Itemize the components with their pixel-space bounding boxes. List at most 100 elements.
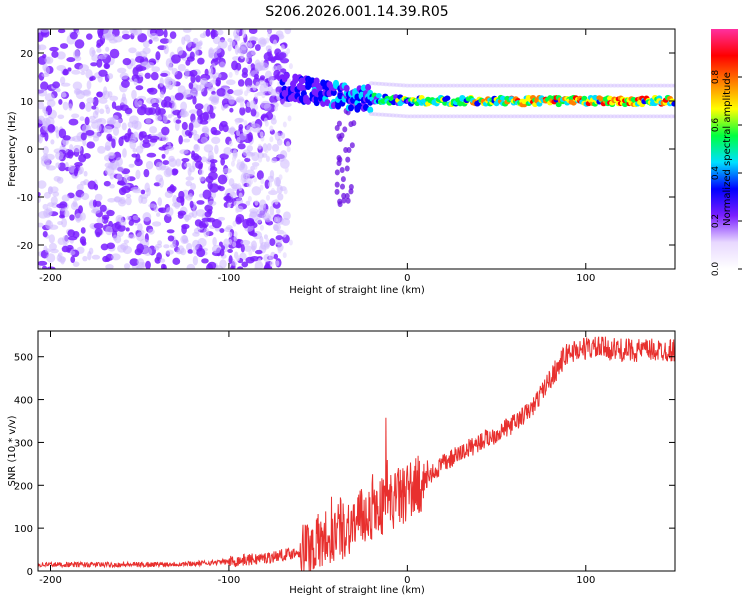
spectrogram-cell [119, 72, 129, 80]
snr-y-label: SNR (10 * v/v) [7, 415, 18, 486]
spectrogram-cell [196, 41, 203, 47]
spectrogram-cell [286, 141, 291, 148]
spectrogram-cell [99, 108, 105, 115]
spectrogram-cell [288, 63, 293, 70]
spectrogram-cell [380, 98, 387, 104]
spectrogram-cell [101, 214, 110, 220]
spectrogram-cell [225, 79, 236, 86]
spectrogram-cell [111, 138, 116, 149]
spectrogram-cell [82, 255, 88, 262]
spectrogram-cell [367, 106, 374, 114]
spectrogram-cell [137, 100, 143, 107]
spectrogram-cell [282, 219, 287, 226]
spectrogram-cell [68, 118, 79, 126]
spectrogram-cell [125, 197, 132, 206]
spectrogram-cell [249, 256, 260, 262]
spectrogram-cell [163, 244, 170, 249]
spectrogram-cell [117, 67, 127, 74]
spectrogram-x-tick-label: 0 [404, 273, 410, 284]
spectrogram-cell [265, 155, 270, 162]
spectrogram-cell [194, 219, 202, 227]
spectrogram-cell [219, 228, 225, 233]
spectrogram-cell [132, 188, 142, 194]
spectrogram-cell [194, 49, 199, 57]
spectrogram-cell [260, 59, 265, 66]
spectrogram-cell [160, 72, 168, 77]
spectrogram-cell [66, 57, 76, 63]
spectrogram-cell [219, 259, 227, 269]
spectrogram-cell [158, 177, 164, 188]
spectrogram-cell [241, 261, 249, 268]
spectrogram-cell [129, 140, 137, 150]
spectrogram-cell [256, 208, 266, 218]
spectrogram-cell [211, 218, 222, 229]
spectrogram-cell [107, 73, 114, 80]
spectrogram-cell [230, 160, 235, 167]
spectrogram-cell [236, 130, 241, 137]
spectrogram-cell [215, 77, 221, 87]
spectrogram-cell [177, 63, 186, 72]
spectrogram-cell [74, 55, 82, 62]
spectrogram-cell [44, 65, 50, 75]
spectrogram-cell [219, 153, 229, 160]
spectrogram-cell [155, 161, 163, 171]
spectrogram-cell [207, 200, 217, 206]
spectrogram-cell [305, 97, 312, 105]
spectrogram-cell [93, 183, 99, 191]
spectrogram-cell [282, 102, 292, 108]
spectrogram-cell [159, 38, 170, 44]
spectrogram-cell [269, 136, 274, 143]
spectrogram-cell [336, 155, 342, 162]
spectrogram-cell [96, 47, 102, 53]
spectrogram-cell [191, 150, 196, 158]
spectrogram-cell [254, 199, 259, 206]
spectrogram-cell [79, 101, 86, 110]
spectrogram-cell [57, 29, 66, 34]
colorbar-bar [711, 29, 738, 269]
spectrogram-cell [336, 133, 342, 140]
spectrogram-cell [112, 234, 118, 241]
spectrogram-cell [232, 220, 237, 227]
spectrogram-cell [249, 210, 258, 218]
spectrogram-cell [44, 248, 51, 253]
spectrogram-cell [199, 120, 209, 125]
spectrogram-cell [243, 120, 248, 127]
spectrogram-cell [123, 263, 131, 269]
spectrogram-cell [275, 260, 280, 267]
spectrogram-cell [185, 180, 193, 187]
spectrogram-cell [181, 121, 188, 130]
spectrogram-cell [149, 135, 160, 141]
spectrogram-cell [259, 184, 264, 191]
spectrogram-cell [260, 100, 271, 109]
spectrogram-cell [345, 197, 351, 204]
spectrogram-cell [214, 144, 219, 155]
spectrogram-cell [150, 71, 159, 81]
spectrogram-cell [255, 81, 260, 88]
spectrogram-cell [126, 215, 132, 221]
spectrogram-cell [128, 219, 135, 226]
spectrogram-cell [237, 79, 245, 87]
spectrogram-cell [42, 230, 48, 238]
spectrogram-cell [244, 157, 251, 163]
spectrogram-cell [270, 211, 275, 218]
spectrogram-cell [59, 43, 69, 49]
spectrogram-cell [114, 105, 124, 111]
spectrogram-cell [240, 177, 245, 184]
spectrogram-cell [169, 243, 177, 249]
spectrogram-cell [187, 39, 192, 48]
spectrogram-cell [74, 162, 83, 167]
snr-background [38, 331, 675, 571]
spectrogram-cell [103, 180, 111, 187]
spectrogram-cell [282, 252, 287, 259]
spectrogram-cell [211, 96, 219, 104]
spectrogram-cell [105, 106, 111, 115]
spectrogram-cell [271, 143, 280, 152]
spectrogram-cell [201, 217, 212, 222]
spectrogram-cell [375, 92, 382, 99]
spectrogram-cell [334, 181, 340, 188]
spectrogram-cell [248, 249, 253, 256]
spectrogram-cell [672, 83, 675, 88]
spectrogram-y-tick-label: -20 [17, 241, 33, 252]
